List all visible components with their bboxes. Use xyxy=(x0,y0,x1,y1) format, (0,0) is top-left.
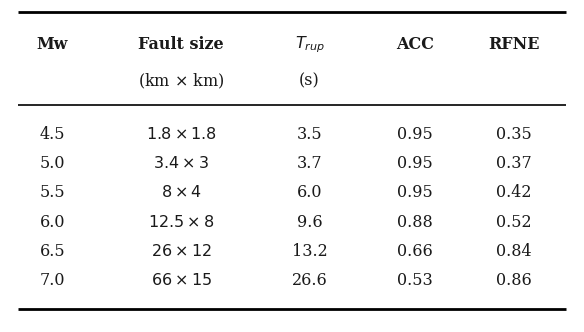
Text: $8 \times 4$: $8 \times 4$ xyxy=(161,184,201,202)
Text: 5.5: 5.5 xyxy=(40,184,65,202)
Text: RFNE: RFNE xyxy=(488,36,540,53)
Text: 3.5: 3.5 xyxy=(297,126,322,143)
Text: 13.2: 13.2 xyxy=(291,243,328,260)
Text: (km $\times$ km): (km $\times$ km) xyxy=(138,72,224,91)
Text: 3.7: 3.7 xyxy=(297,155,322,172)
Text: Mw: Mw xyxy=(37,36,68,53)
Text: 6.5: 6.5 xyxy=(40,243,65,260)
Text: 26.6: 26.6 xyxy=(291,272,328,289)
Text: 0.52: 0.52 xyxy=(496,213,532,231)
Text: 0.95: 0.95 xyxy=(397,126,433,143)
Text: $66 \times 15$: $66 \times 15$ xyxy=(151,272,211,289)
Text: 0.53: 0.53 xyxy=(397,272,433,289)
Text: $1.8 \times 1.8$: $1.8 \times 1.8$ xyxy=(145,126,217,143)
Text: $3.4 \times 3$: $3.4 \times 3$ xyxy=(153,155,209,172)
Text: 7.0: 7.0 xyxy=(40,272,65,289)
Text: 0.84: 0.84 xyxy=(496,243,532,260)
Text: $26 \times 12$: $26 \times 12$ xyxy=(151,243,211,260)
Text: 0.95: 0.95 xyxy=(397,155,433,172)
Text: 0.86: 0.86 xyxy=(496,272,532,289)
Text: 4.5: 4.5 xyxy=(40,126,65,143)
Text: 0.66: 0.66 xyxy=(397,243,433,260)
Text: 6.0: 6.0 xyxy=(297,184,322,202)
Text: 5.0: 5.0 xyxy=(40,155,65,172)
Text: 0.95: 0.95 xyxy=(397,184,433,202)
Text: Fault size: Fault size xyxy=(138,36,224,53)
Text: $T_{rup}$: $T_{rup}$ xyxy=(294,35,325,55)
Text: $12.5 \times 8$: $12.5 \times 8$ xyxy=(148,213,214,231)
Text: 0.35: 0.35 xyxy=(496,126,532,143)
Text: 0.88: 0.88 xyxy=(397,213,433,231)
Text: 9.6: 9.6 xyxy=(297,213,322,231)
Text: ACC: ACC xyxy=(395,36,434,53)
Text: 0.37: 0.37 xyxy=(496,155,532,172)
Text: (s): (s) xyxy=(299,73,320,90)
Text: 6.0: 6.0 xyxy=(40,213,65,231)
Text: 0.42: 0.42 xyxy=(496,184,531,202)
